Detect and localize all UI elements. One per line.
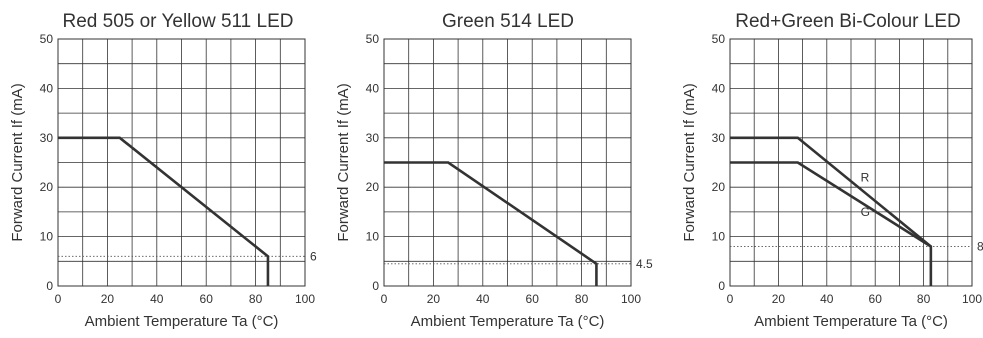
- chart-title: Red 505 or Yellow 511 LED: [63, 11, 294, 32]
- x-tick-label: 20: [772, 292, 786, 306]
- x-tick-label: 100: [962, 292, 982, 306]
- x-tick-label: 80: [575, 292, 589, 306]
- reference-value-label: 6: [310, 249, 317, 263]
- x-tick-label: 0: [381, 292, 388, 306]
- x-tick-label: 100: [295, 292, 315, 306]
- y-tick-label: 20: [40, 180, 54, 194]
- y-tick-label: 10: [366, 230, 380, 244]
- y-tick-label: 40: [40, 81, 54, 95]
- y-tick-label: 50: [40, 32, 54, 46]
- x-tick-label: 80: [249, 292, 263, 306]
- y-tick-label: 30: [712, 131, 726, 145]
- x-axis-label: Ambient Temperature Ta (°C): [754, 313, 948, 330]
- grid: [57, 38, 306, 287]
- chart-title: Green 514 LED: [442, 11, 574, 32]
- series-line-r: [730, 136, 933, 286]
- series-line-1: [384, 161, 598, 286]
- y-tick-label: 40: [366, 81, 380, 95]
- y-axis-label: Forward Current If (mA): [9, 83, 26, 241]
- reference-value-label: 4.5: [636, 257, 653, 271]
- x-tick-label: 40: [150, 292, 164, 306]
- chart-panel-3: Red+Green Bi-Colour LED 0 10 20 30 40 50 0 20 40 6…: [681, 11, 983, 330]
- y-axis-label: Forward Current If (mA): [335, 83, 352, 241]
- y-tick-label: 0: [718, 279, 725, 293]
- x-axis-label: Ambient Temperature Ta (°C): [85, 313, 279, 330]
- x-tick-label: 20: [427, 292, 441, 306]
- reference-line: 4.5: [384, 257, 653, 271]
- y-tick-label: 30: [40, 131, 54, 145]
- plot-frame: [57, 38, 306, 287]
- y-tick-label: 50: [366, 32, 380, 46]
- reference-value-label: 8: [977, 239, 983, 253]
- x-tick-label: 80: [917, 292, 931, 306]
- reference-line: 8: [730, 239, 983, 253]
- x-axis-label: Ambient Temperature Ta (°C): [411, 313, 605, 330]
- x-tick-label: 20: [101, 292, 115, 306]
- x-tick-label: 60: [526, 292, 540, 306]
- x-tick-label: 0: [55, 292, 62, 306]
- x-tick-label: 60: [200, 292, 214, 306]
- chart-title: Red+Green Bi-Colour LED: [735, 11, 960, 32]
- chart-panel-2: Green 514 LED 0 10 20 30 40 50 0 20 40 60 80 100 Ambi…: [335, 11, 653, 330]
- x-tick-label: 40: [476, 292, 490, 306]
- x-tick-label: 60: [869, 292, 883, 306]
- chart-panel-1: Red 505 or Yellow 511 LED 0 10 20 30 40 50 0 20 4…: [9, 11, 317, 330]
- x-tick-label: 100: [621, 292, 641, 306]
- reference-line: 6: [58, 249, 317, 263]
- y-tick-label: 40: [712, 81, 726, 95]
- y-tick-label: 50: [712, 32, 726, 46]
- x-tick-label: 40: [820, 292, 834, 306]
- y-tick-label: 0: [46, 279, 53, 293]
- series-line-g: [730, 161, 932, 248]
- y-tick-label: 20: [712, 180, 726, 194]
- x-tick-label: 0: [727, 292, 734, 306]
- series-label: R: [861, 170, 870, 184]
- y-tick-label: 20: [366, 180, 380, 194]
- y-tick-label: 30: [366, 131, 380, 145]
- y-tick-label: 10: [712, 230, 726, 244]
- y-axis-label: Forward Current If (mA): [681, 83, 698, 241]
- y-tick-label: 10: [40, 230, 54, 244]
- series-label: G: [861, 205, 870, 219]
- y-tick-label: 0: [372, 279, 379, 293]
- series-line-1: [58, 136, 270, 286]
